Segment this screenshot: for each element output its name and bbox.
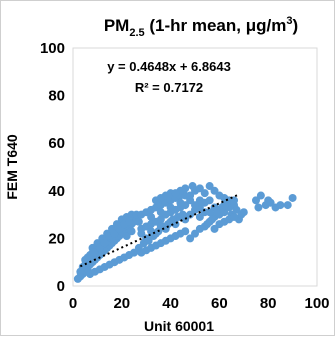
data-point bbox=[181, 184, 190, 193]
r-squared-label: R² = 0.7172 bbox=[135, 80, 203, 95]
data-point bbox=[264, 196, 273, 205]
data-point bbox=[176, 198, 185, 207]
data-point bbox=[239, 208, 248, 217]
data-point bbox=[205, 208, 214, 217]
chart-title: PM2.5 (1-hr mean, μg/m3) bbox=[104, 15, 298, 39]
data-point bbox=[205, 196, 214, 205]
y-axis-title: FEM T640 bbox=[4, 134, 20, 200]
x-tick-label: 40 bbox=[162, 295, 179, 312]
data-point bbox=[166, 203, 175, 212]
x-tick-label: 20 bbox=[113, 295, 130, 312]
data-point bbox=[125, 217, 134, 226]
trendline-equation: y = 0.4648x + 6.8643 bbox=[107, 59, 231, 74]
x-tick-label: 0 bbox=[69, 295, 77, 312]
data-point bbox=[171, 189, 180, 198]
x-axis-title: Unit 60001 bbox=[144, 318, 214, 334]
data-points bbox=[73, 182, 297, 283]
x-tick-label: 100 bbox=[304, 295, 329, 312]
data-point bbox=[188, 182, 197, 191]
y-tick-label: 60 bbox=[48, 135, 65, 152]
data-point bbox=[276, 201, 285, 210]
data-point bbox=[230, 212, 239, 221]
data-point bbox=[254, 203, 263, 212]
data-point bbox=[176, 212, 185, 221]
y-tick-label: 20 bbox=[48, 230, 65, 247]
linear-trendline bbox=[79, 193, 240, 268]
y-axis-ticks: 0 20 40 60 80 100 bbox=[40, 40, 65, 295]
y-tick-label: 100 bbox=[40, 40, 65, 57]
data-point bbox=[134, 217, 143, 226]
y-tick-label: 80 bbox=[48, 88, 65, 105]
data-point bbox=[256, 191, 265, 200]
data-point bbox=[137, 229, 146, 238]
y-tick-label: 40 bbox=[48, 183, 65, 200]
data-point bbox=[147, 227, 156, 236]
data-point bbox=[147, 212, 156, 221]
x-axis-ticks: 0 20 40 60 80 100 bbox=[69, 295, 330, 312]
data-point bbox=[191, 201, 199, 210]
data-point bbox=[181, 227, 190, 236]
y-tick-label: 0 bbox=[57, 278, 65, 295]
data-point bbox=[288, 193, 297, 202]
data-point bbox=[283, 201, 292, 210]
data-point bbox=[166, 217, 175, 226]
data-point bbox=[100, 239, 109, 248]
data-point bbox=[208, 215, 217, 224]
data-point bbox=[127, 227, 136, 236]
data-point bbox=[200, 189, 209, 198]
x-tick-label: 80 bbox=[260, 295, 277, 312]
data-point bbox=[156, 208, 165, 217]
x-tick-label: 60 bbox=[211, 295, 228, 312]
